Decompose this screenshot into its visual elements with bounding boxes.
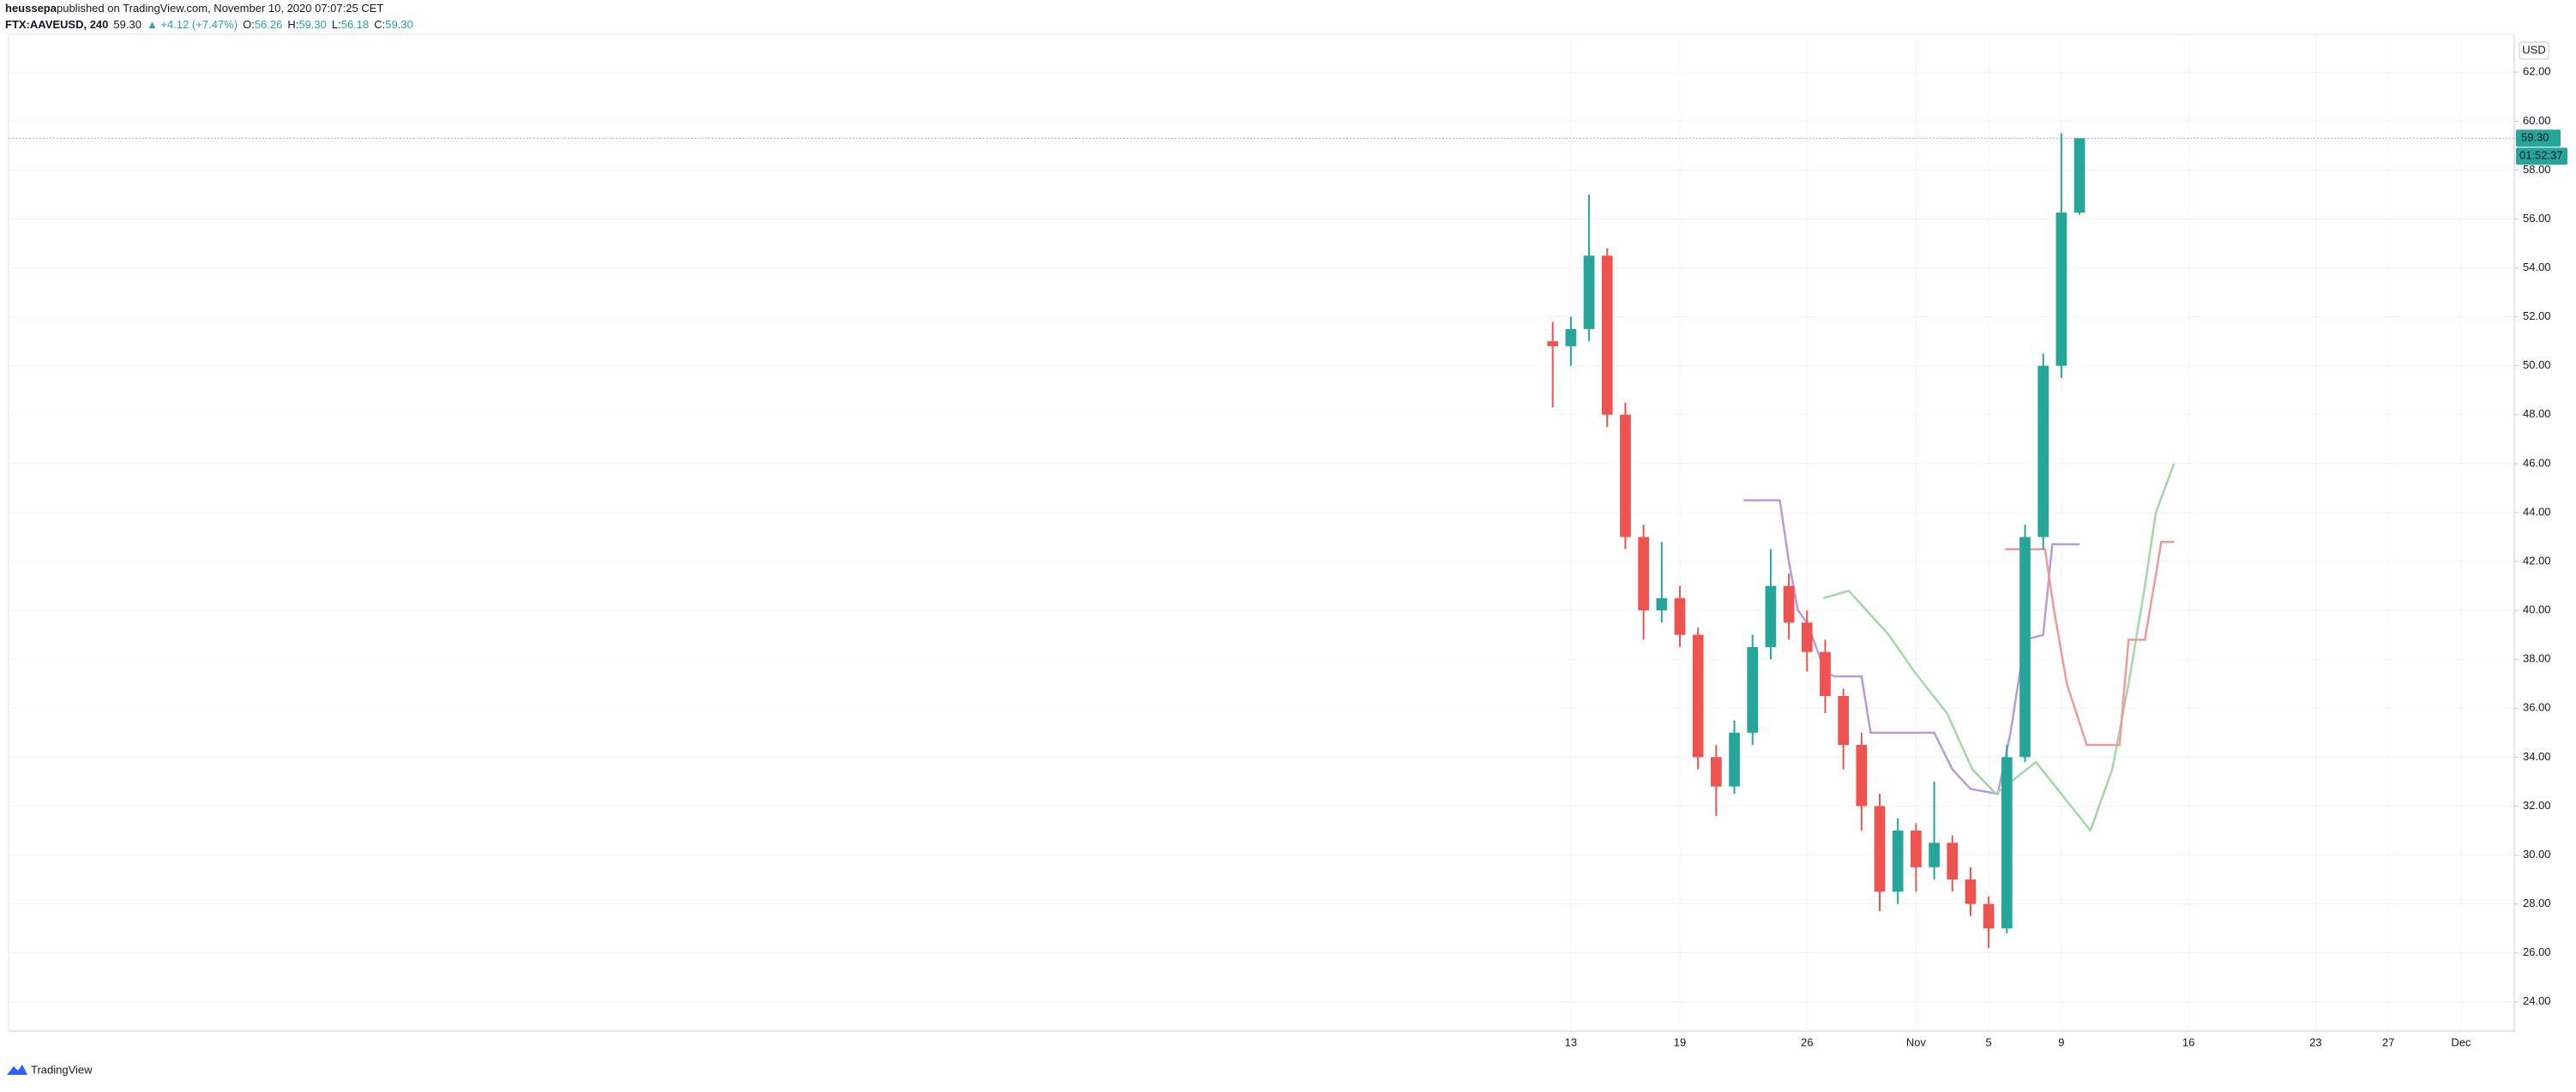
y-tick-label: 30.00 [2523, 848, 2551, 861]
candle-body [2037, 365, 2049, 537]
last-price: 59.30 [113, 18, 141, 31]
o-value: 56.26 [255, 18, 283, 31]
candle-body [1674, 597, 1686, 635]
candle-body [1583, 255, 1595, 329]
author: heussepa [5, 2, 57, 15]
candle-body [2001, 757, 2013, 929]
x-tick-label: 19 [1674, 1035, 1686, 1048]
countdown-box [2516, 147, 2567, 165]
countdown-label: 01:52:37 [2519, 149, 2563, 162]
header-line: heussepapublished on TradingView.com, No… [5, 2, 383, 15]
candle-body [1911, 830, 1922, 867]
y-tick-label: 38.00 [2523, 652, 2551, 665]
x-tick-label: 23 [2309, 1035, 2321, 1048]
candle-body [2073, 138, 2085, 213]
y-tick-label: 24.00 [2523, 994, 2551, 1007]
currency-box [2519, 41, 2549, 60]
x-tick-label: 9 [2058, 1035, 2064, 1048]
candle-body [1947, 843, 1959, 880]
y-tick-label: 40.00 [2523, 603, 2551, 616]
symbol: FTX:AAVEUSD, 240 [5, 18, 108, 31]
candle-body [2055, 213, 2067, 366]
candle-body [1620, 414, 1631, 537]
published: published on TradingView.com, November 1… [57, 2, 383, 15]
candle-body [1783, 585, 1795, 623]
y-tick-label: 62.00 [2523, 65, 2551, 78]
candle-body [1856, 745, 1868, 807]
y-tick-label: 34.00 [2523, 750, 2551, 763]
pane-border [8, 33, 2515, 1032]
brand-logo [7, 1065, 27, 1075]
candle-body [1765, 585, 1777, 647]
candle-body [1929, 843, 1940, 867]
y-tick-label: 42.00 [2523, 554, 2551, 567]
candle-body [1892, 830, 1904, 892]
y-tick-label: 52.00 [2523, 309, 2551, 322]
h-label: H: [287, 18, 298, 31]
indicator-line [2005, 540, 2175, 747]
x-tick-label: 16 [2182, 1035, 2194, 1048]
x-tick-label: 5 [1986, 1035, 1992, 1048]
c-value: 59.30 [385, 18, 413, 31]
candle-body [1638, 537, 1649, 611]
o-label: O: [243, 18, 255, 31]
price-box-label: 59.30 [2521, 131, 2549, 144]
candle-body [1601, 255, 1613, 415]
l-value: 56.18 [341, 18, 370, 31]
y-tick-label: 56.00 [2523, 212, 2551, 225]
y-tick-label: 48.00 [2523, 407, 2551, 420]
x-tick-label: Nov [1906, 1035, 1927, 1048]
candle-body [1983, 903, 1995, 929]
candle-body [1565, 328, 1577, 346]
l-label: L: [332, 18, 341, 31]
candle-body [1874, 806, 1886, 892]
candle-body [1838, 696, 1850, 746]
y-tick-label: 50.00 [2523, 358, 2551, 371]
candle-body [1801, 622, 1813, 652]
y-tick-label: 26.00 [2523, 945, 2551, 958]
c-label: C: [374, 18, 385, 31]
candle-body [1547, 341, 1559, 346]
y-tick-label: 44.00 [2523, 505, 2551, 518]
brand-name: TradingView [31, 1063, 93, 1076]
candle-body [1747, 646, 1759, 733]
h-value: 59.30 [298, 18, 327, 31]
logo-shape [7, 1065, 27, 1075]
y-tick-label: 28.00 [2523, 897, 2551, 909]
y-tick-label: 54.00 [2523, 261, 2551, 273]
currency-label: USD [2522, 43, 2545, 56]
candle-body [1965, 879, 1977, 904]
y-tick-label: 58.00 [2523, 163, 2551, 176]
x-tick-label: 26 [1801, 1035, 1813, 1048]
x-tick-label: 13 [1565, 1035, 1577, 1048]
indicator-line [1823, 463, 2176, 833]
candle-body [1656, 597, 1668, 611]
candle-body [1820, 651, 1831, 697]
y-tick-label: 46.00 [2523, 456, 2551, 469]
legend-line: FTX:AAVEUSD, 240 59.30 ▲ +4.12 (+7.47%) O:5… [5, 18, 413, 31]
x-tick-label: Dec [2451, 1035, 2471, 1048]
candle-body [1692, 634, 1704, 758]
y-tick-label: 60.00 [2523, 114, 2551, 127]
candle-body [2019, 537, 2031, 758]
change: ▲ +4.12 (+7.47%) [147, 18, 238, 31]
candle-body [1729, 732, 1740, 787]
candle-body [1711, 757, 1722, 787]
price-box [2516, 129, 2561, 147]
x-tick-label: 27 [2382, 1035, 2394, 1048]
y-tick-label: 36.00 [2523, 701, 2551, 714]
y-tick-label: 32.00 [2523, 799, 2551, 812]
